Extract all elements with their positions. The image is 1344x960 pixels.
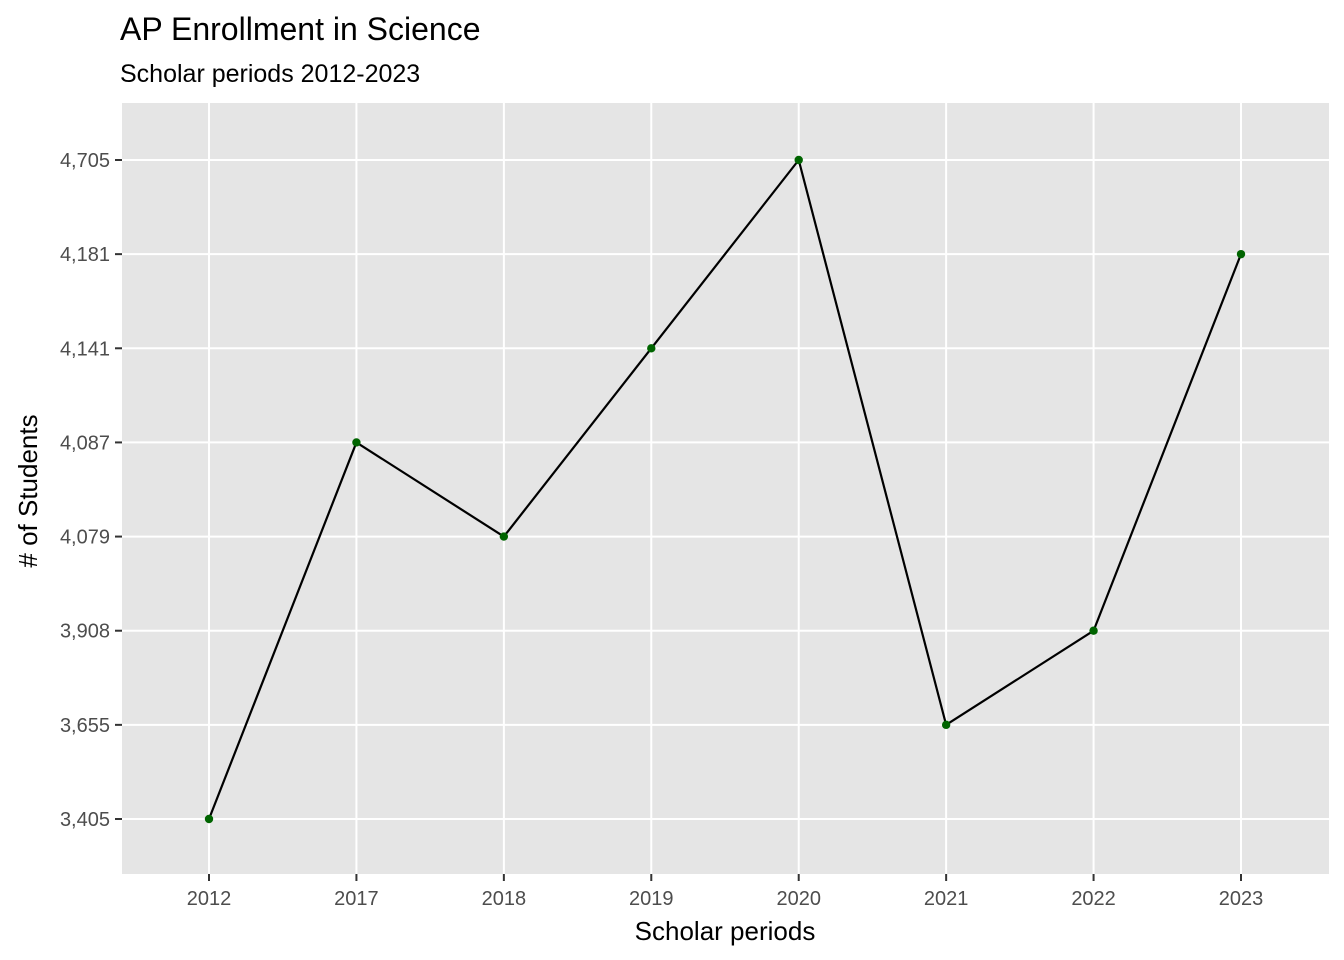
y-axis-title: # of Students: [13, 414, 43, 567]
x-axis-title: Scholar periods: [635, 916, 816, 946]
y-tick-label: 3,908: [60, 621, 110, 643]
axis-ticks: 4,705 4,181 4,141 4,087 4,079 3,908 3,655 3,405…: [60, 150, 1263, 910]
x-tick-label: 2018: [482, 888, 527, 910]
data-point: [794, 155, 803, 165]
chart-subtitle: Scholar periods 2012-2023: [120, 60, 420, 88]
series-layer: [204, 155, 1246, 824]
y-tick-label: 4,087: [60, 432, 110, 454]
y-tick-label: 3,405: [60, 809, 110, 831]
data-point: [941, 720, 951, 730]
chart-title: AP Enrollment in Science: [120, 11, 480, 47]
x-tick-label: 2020: [776, 888, 821, 910]
x-tick-label: 2019: [629, 888, 674, 910]
series-line: [207, 158, 1243, 820]
data-point: [1089, 626, 1098, 635]
x-tick-label: 2012: [187, 888, 232, 910]
y-tick-label: 3,655: [60, 715, 110, 737]
data-point: [352, 438, 361, 447]
y-tick-label: 4,181: [60, 244, 110, 266]
data-point: [499, 532, 509, 541]
data-point: [204, 814, 214, 824]
grid-lines: [122, 103, 1329, 874]
x-tick-label: 2022: [1071, 888, 1116, 910]
data-point: [647, 344, 656, 353]
y-tick-label: 4,079: [60, 527, 110, 549]
y-tick-label: 4,705: [60, 150, 110, 172]
x-tick-label: 2017: [334, 888, 379, 910]
plot-panel: [122, 103, 1329, 874]
data-point: [1236, 249, 1246, 259]
y-tick-label: 4,141: [60, 338, 110, 360]
x-tick-label: 2021: [924, 888, 969, 910]
x-tick-label: 2023: [1219, 888, 1264, 910]
